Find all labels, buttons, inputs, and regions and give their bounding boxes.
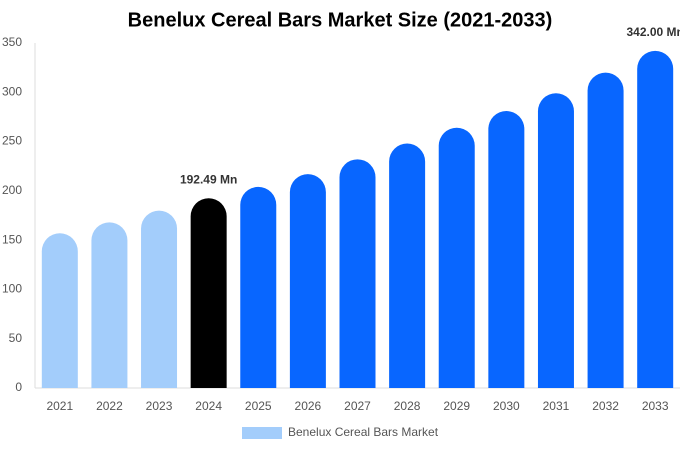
- x-tick-label: 2027: [344, 399, 371, 413]
- bar: [389, 143, 426, 388]
- bar: [289, 174, 326, 388]
- x-tick-label: 2025: [245, 399, 272, 413]
- value-label: 342.00 Mn: [627, 25, 680, 39]
- y-tick-label: 100: [2, 282, 22, 296]
- x-tick-label: 2032: [592, 399, 619, 413]
- y-tick-label: 150: [2, 232, 22, 246]
- y-tick-label: 0: [15, 380, 22, 394]
- legend-label: Benelux Cereal Bars Market: [288, 425, 439, 439]
- x-tick-label: 2031: [543, 399, 570, 413]
- bar: [637, 50, 674, 388]
- y-tick-label: 350: [2, 35, 22, 49]
- bar: [141, 210, 178, 388]
- y-tick-label: 300: [2, 84, 22, 98]
- x-tick-label: 2028: [394, 399, 421, 413]
- y-tick-label: 200: [2, 183, 22, 197]
- x-tick-label: 2022: [96, 399, 123, 413]
- x-tick-label: 2021: [46, 399, 73, 413]
- x-tick-label: 2024: [195, 399, 222, 413]
- bar: [240, 186, 277, 388]
- x-tick-label: 2029: [443, 399, 470, 413]
- bar: [438, 127, 475, 388]
- y-tick-label: 250: [2, 134, 22, 148]
- bar: [537, 93, 574, 389]
- bar: [41, 233, 78, 388]
- bar: [488, 111, 525, 389]
- bar: [339, 159, 376, 388]
- bar: [190, 198, 227, 388]
- bar: [587, 72, 624, 389]
- y-tick-label: 50: [9, 331, 23, 345]
- legend-swatch: [242, 427, 282, 439]
- bar: [91, 222, 128, 388]
- chart-title: Benelux Cereal Bars Market Size (2021-20…: [128, 9, 553, 31]
- x-tick-label: 2033: [642, 399, 669, 413]
- x-tick-label: 2026: [295, 399, 322, 413]
- x-tick-label: 2023: [146, 399, 173, 413]
- x-tick-label: 2030: [493, 399, 520, 413]
- value-label: 192.49 Mn: [180, 172, 237, 186]
